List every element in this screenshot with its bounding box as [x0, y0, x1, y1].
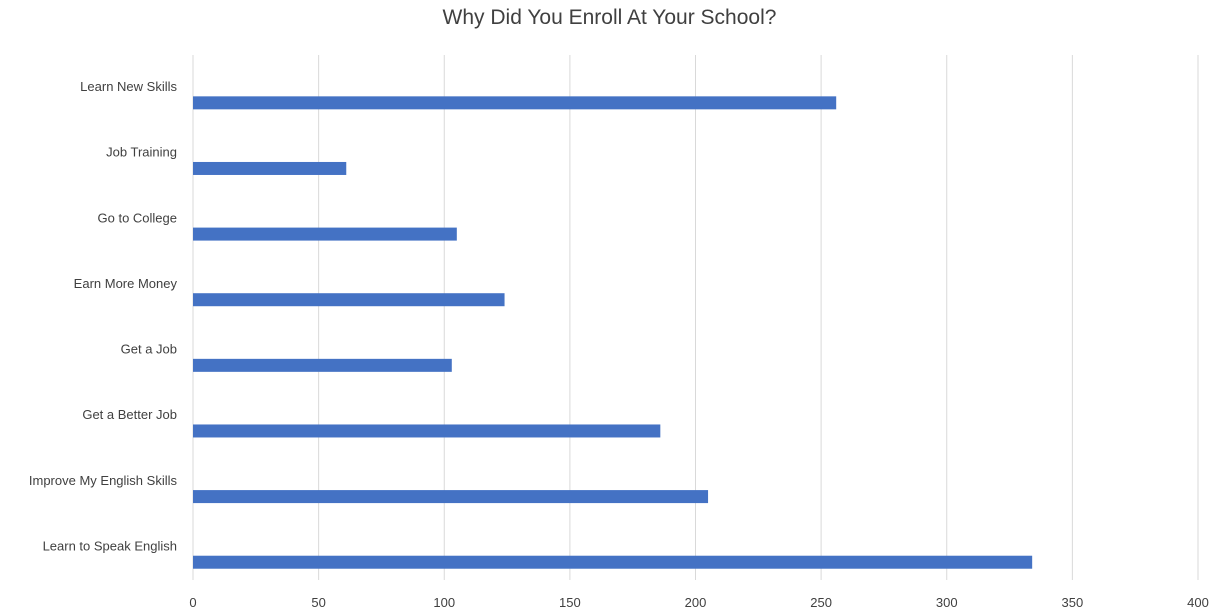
bar — [193, 490, 709, 504]
category-label: Get a Job — [121, 342, 177, 357]
x-tick-label: 200 — [685, 595, 707, 609]
bar-layer — [193, 96, 1033, 569]
x-tick-label: 50 — [311, 595, 325, 609]
category-label: Learn New Skills — [80, 79, 177, 94]
bar — [193, 227, 457, 241]
category-label: Go to College — [98, 210, 178, 225]
x-tick-label: 150 — [559, 595, 581, 609]
x-tick-label: 100 — [433, 595, 455, 609]
x-tick-label: 350 — [1062, 595, 1084, 609]
bar — [193, 358, 452, 372]
category-label: Get a Better Job — [82, 407, 177, 422]
category-label: Earn More Money — [74, 276, 178, 291]
x-tick-label: 300 — [936, 595, 958, 609]
bar — [193, 96, 837, 110]
x-tick-label: 250 — [810, 595, 832, 609]
bar — [193, 293, 505, 307]
x-tick-label: 400 — [1187, 595, 1209, 609]
bar — [193, 161, 347, 175]
chart-title: Why Did You Enroll At Your School? — [442, 6, 777, 29]
x-tick-label: 0 — [189, 595, 196, 609]
category-label: Learn to Speak English — [43, 538, 177, 553]
category-label: Improve My English Skills — [29, 473, 178, 488]
x-tick-layer: 0 50 100 150 200 250 300 350 400 — [189, 595, 1208, 609]
bar — [193, 555, 1033, 569]
bar — [193, 424, 661, 438]
category-label-layer: Learn New Skills Job Training Go to Colleg… — [29, 79, 178, 553]
category-label: Job Training — [106, 145, 177, 160]
